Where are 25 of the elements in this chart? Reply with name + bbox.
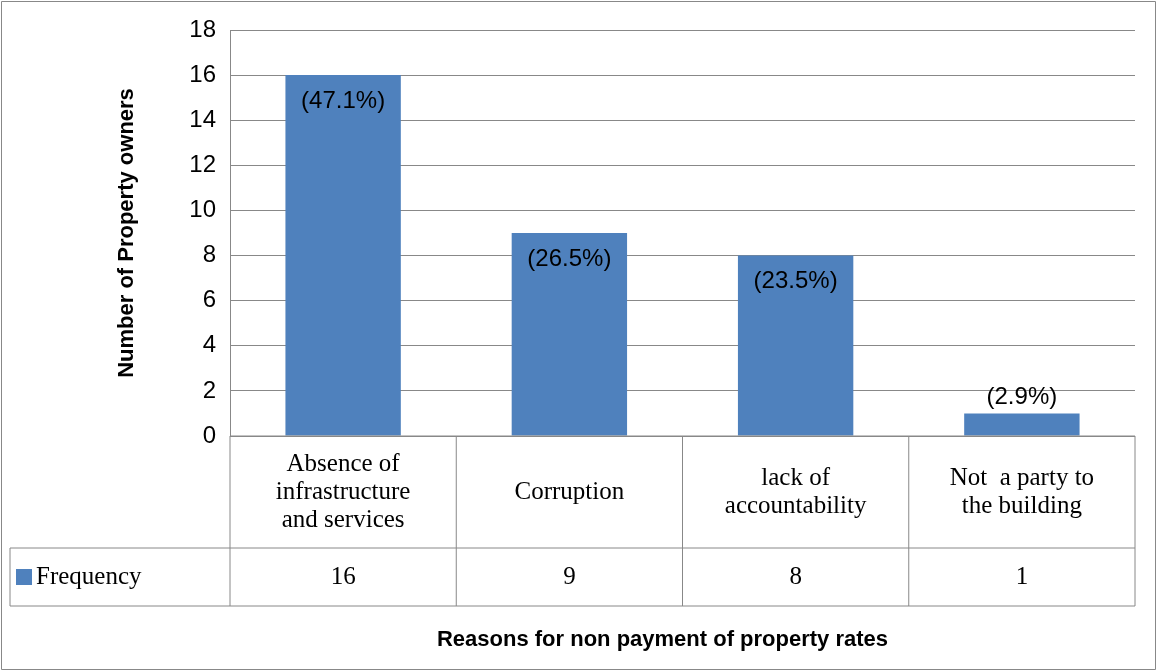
y-tick-label: 12 <box>189 149 216 177</box>
data-label: 16 <box>330 561 356 589</box>
annotation: (26.5%) <box>527 243 612 271</box>
data-label: 1 <box>1015 561 1029 589</box>
x-tick-label: lack of accountability <box>724 462 867 518</box>
y-tick-label: 2 <box>202 375 216 403</box>
data-label: 8 <box>789 561 802 589</box>
y-tick-label: 0 <box>202 420 216 448</box>
x-tick-label: Corruption <box>514 476 625 504</box>
x-axis-title: Reasons for non payment of property rates <box>436 626 889 652</box>
x-tick-label: Absence of infrastructure and services <box>275 448 411 532</box>
y-tick-label: 8 <box>202 240 216 268</box>
y-tick-label: 16 <box>189 59 216 87</box>
y-axis-title: Number of Property owners <box>113 88 139 378</box>
legend-label: Frequency <box>36 561 143 589</box>
y-tick-label: 10 <box>189 195 216 223</box>
y-tick-label: 14 <box>189 104 216 132</box>
y-tick-label: 6 <box>202 285 216 313</box>
data-label: 9 <box>563 561 576 589</box>
x-tick-label: Not a party to the building <box>949 462 1095 518</box>
annotation: (2.9%) <box>986 382 1058 410</box>
y-tick-label: 4 <box>202 330 216 358</box>
annotation: (47.1%) <box>301 85 386 113</box>
y-tick-label: 18 <box>189 14 216 42</box>
annotation: (23.5%) <box>753 266 838 294</box>
